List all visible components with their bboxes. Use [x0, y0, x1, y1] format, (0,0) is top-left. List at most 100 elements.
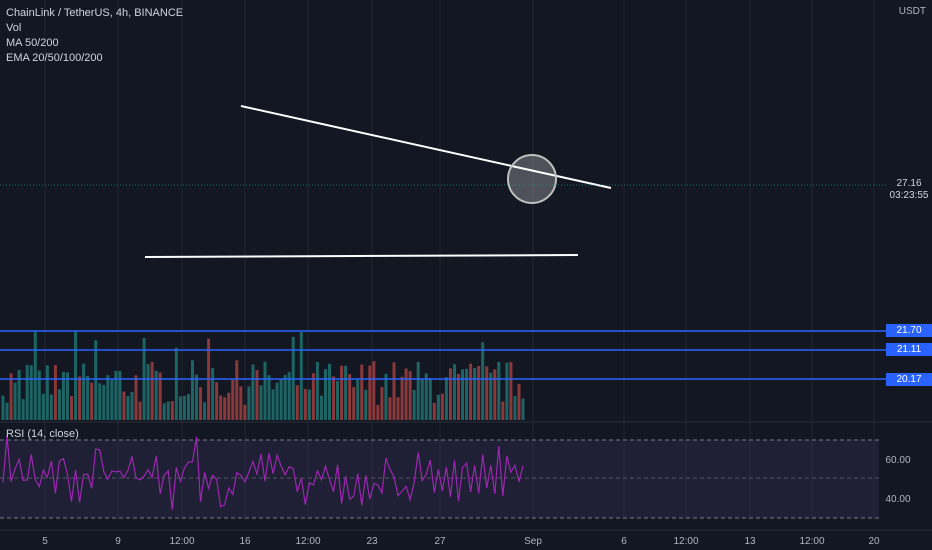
descending-trendline [240, 105, 612, 189]
volume-bar [41, 393, 45, 420]
volume-indicator-label[interactable]: Vol [6, 22, 22, 34]
price-axis [886, 0, 932, 550]
volume-bar [424, 373, 428, 420]
volume-bar [259, 385, 263, 420]
volume-bar [509, 361, 513, 420]
volume-bar [328, 363, 332, 420]
volume-bar [408, 371, 412, 420]
volume-bar [158, 372, 162, 420]
volume-bar [53, 365, 57, 420]
rsi-band [0, 440, 879, 518]
volume-bar [469, 363, 473, 420]
volume-bar [372, 361, 376, 420]
volume-bar [57, 389, 61, 420]
volume-bar [70, 396, 74, 420]
volume-bar [267, 375, 271, 420]
volume-bar [102, 384, 106, 420]
bar-countdown: 03:23:55 [889, 190, 929, 201]
time-tick-label: 20 [868, 536, 880, 547]
volume-bar [134, 375, 138, 420]
time-axis [0, 530, 932, 550]
volume-bar [110, 379, 114, 420]
chart-legend: ChainLink / TetherUS, 4h, BINANCE Vol MA… [6, 6, 183, 66]
volume-bar [360, 364, 364, 420]
volume-bar [340, 365, 344, 420]
ma-indicator-label[interactable]: MA 50/200 [6, 37, 59, 49]
volume-bar [352, 387, 356, 420]
breakout-highlight-circle [507, 154, 557, 204]
volume-bar [283, 375, 287, 420]
volume-bar [9, 373, 13, 420]
volume-bar [388, 397, 392, 420]
volume-bar [473, 367, 477, 420]
time-tick-label: 16 [239, 536, 251, 547]
volume-bar [323, 369, 327, 420]
volume-bar [49, 394, 53, 420]
volume-bar [497, 362, 501, 420]
volume-bar [231, 379, 235, 420]
volume-bar [235, 360, 239, 420]
currency-unit[interactable]: USDT [898, 6, 926, 17]
volume-bar [299, 331, 303, 420]
volume-bar [25, 364, 29, 420]
volume-bar [461, 369, 465, 420]
volume-bar [203, 402, 207, 420]
time-tick-label: 6 [621, 536, 627, 547]
volume-bar [98, 383, 102, 420]
volume-bar [275, 382, 279, 420]
volume-bar [211, 368, 215, 420]
volume-bar [493, 369, 497, 420]
volume-bar [336, 380, 340, 420]
volume-bar [505, 362, 509, 420]
volume-bar [82, 363, 86, 420]
symbol-label[interactable]: ChainLink / TetherUS, 4h, BINANCE [6, 7, 184, 19]
volume-bar [428, 378, 432, 420]
volume-bar [348, 374, 352, 420]
volume-bar [5, 402, 9, 420]
time-tick-label: 9 [115, 536, 121, 547]
volume-bar [521, 398, 525, 420]
volume-bar [90, 382, 94, 420]
volume-bar [452, 364, 456, 420]
volume-bar [114, 370, 118, 420]
volume-bar [332, 376, 336, 420]
volume-bar [432, 402, 436, 420]
volume-bar [364, 389, 368, 420]
volume-bar [65, 372, 69, 420]
volume-bar [186, 394, 190, 420]
volume-bar [457, 373, 461, 420]
volume-bar [412, 390, 416, 420]
volume-bar [174, 347, 178, 420]
volume-bar [223, 397, 227, 420]
volume-bar [130, 391, 134, 420]
volume-bar [416, 362, 420, 420]
volume-bar [247, 386, 251, 420]
volume-bar [61, 371, 65, 420]
rsi-line [2, 435, 524, 510]
volume-bar [13, 382, 17, 420]
volume-bar [194, 374, 198, 420]
volume-bar [400, 376, 404, 420]
time-tick-label: 13 [744, 536, 756, 547]
volume-bar [17, 370, 21, 420]
rsi-indicator-label[interactable]: RSI (14, close) [6, 428, 79, 440]
volume-bar [33, 330, 37, 420]
ema-indicator-label[interactable]: EMA 20/50/100/200 [6, 52, 103, 64]
time-tick-label: Sep [524, 536, 542, 547]
rsi-tick-label: 40.00 [885, 494, 910, 505]
time-tick-label: 5 [42, 536, 48, 547]
volume-bar [227, 392, 231, 420]
volume-bar [465, 368, 469, 420]
volume-bar [251, 364, 255, 420]
volume-bar [315, 362, 319, 420]
volume-bar [162, 403, 166, 420]
volume-bar [420, 378, 424, 420]
volume-bar [481, 342, 485, 420]
time-tick-label: 27 [434, 536, 446, 547]
volume-bar [501, 401, 505, 420]
time-tick-label: 12:00 [295, 536, 320, 547]
volume-bar [1, 395, 5, 420]
volume-bar [166, 401, 170, 420]
volume-bar [243, 404, 247, 420]
